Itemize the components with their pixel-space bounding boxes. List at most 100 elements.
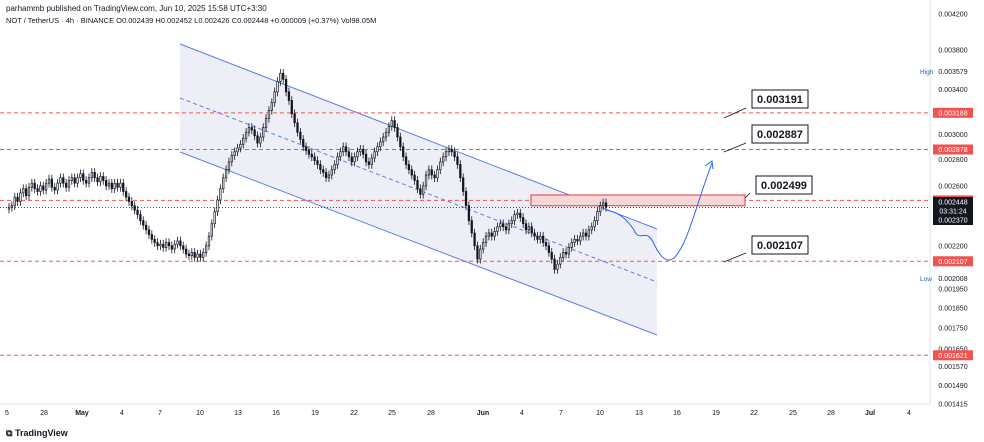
candle bbox=[590, 222, 593, 235]
candle bbox=[382, 132, 385, 147]
candle-body bbox=[393, 120, 396, 128]
candle bbox=[522, 213, 525, 229]
candle-body bbox=[344, 146, 348, 153]
tradingview-brand: TradingView bbox=[14, 428, 68, 438]
candle-body bbox=[36, 188, 39, 192]
candle-body bbox=[404, 156, 408, 165]
candle-body bbox=[584, 232, 588, 237]
candle-body bbox=[224, 169, 228, 179]
x-tick-label: 25 bbox=[789, 410, 797, 417]
candle bbox=[444, 147, 448, 162]
candle-body bbox=[353, 156, 356, 163]
candle-body bbox=[247, 127, 251, 133]
tradingview-logo[interactable]: ⧉ TradingView bbox=[6, 428, 68, 439]
candle bbox=[210, 219, 213, 241]
candle bbox=[159, 239, 162, 251]
candle-body bbox=[436, 169, 439, 179]
candle-body bbox=[502, 223, 505, 228]
candle bbox=[44, 178, 48, 195]
callout-box bbox=[751, 124, 809, 144]
candle bbox=[190, 248, 193, 261]
candle-body bbox=[193, 252, 196, 258]
candle bbox=[22, 184, 25, 198]
candle-body bbox=[284, 79, 288, 93]
candle bbox=[50, 174, 53, 192]
candle-body bbox=[370, 157, 373, 165]
candle-body bbox=[256, 135, 259, 144]
candle-body bbox=[73, 177, 76, 184]
candle bbox=[224, 165, 228, 183]
candle-body bbox=[53, 186, 56, 191]
candle bbox=[544, 238, 548, 251]
candle-body bbox=[544, 242, 548, 247]
candle bbox=[16, 192, 19, 206]
candle-body bbox=[93, 172, 96, 179]
candle-body bbox=[396, 127, 399, 138]
candle-body bbox=[267, 110, 271, 119]
candle-body bbox=[433, 174, 436, 179]
projection-arrowhead bbox=[704, 160, 714, 170]
candle-body bbox=[424, 174, 428, 187]
price-badge bbox=[933, 107, 973, 118]
candle-body bbox=[350, 156, 353, 163]
candle-body bbox=[593, 220, 596, 228]
candle bbox=[153, 235, 156, 247]
x-tick-label: 4 bbox=[520, 410, 524, 417]
candle-body bbox=[13, 196, 16, 207]
candle bbox=[230, 151, 233, 167]
candle-body bbox=[419, 188, 422, 195]
candle bbox=[102, 172, 105, 185]
candle bbox=[176, 236, 179, 249]
candle bbox=[70, 173, 73, 185]
x-tick-label: 22 bbox=[750, 410, 758, 417]
candle bbox=[90, 168, 93, 183]
candle bbox=[367, 157, 371, 169]
candle-body bbox=[376, 146, 379, 153]
candle-body bbox=[242, 137, 245, 145]
candle-body bbox=[324, 172, 328, 179]
candle-body bbox=[204, 245, 208, 253]
candle bbox=[396, 123, 399, 142]
candle bbox=[296, 118, 299, 137]
candle bbox=[519, 208, 522, 222]
candle bbox=[202, 248, 205, 262]
candle-body bbox=[522, 217, 525, 225]
candle-body bbox=[464, 191, 468, 207]
candle-body bbox=[250, 127, 253, 131]
candle bbox=[510, 216, 513, 229]
candle-body bbox=[76, 177, 79, 184]
candle bbox=[556, 259, 559, 274]
candle bbox=[282, 68, 285, 84]
candle bbox=[487, 228, 491, 241]
candle-body bbox=[493, 231, 496, 237]
candle-body bbox=[602, 202, 605, 207]
candle bbox=[462, 173, 465, 196]
candle bbox=[424, 170, 428, 191]
y-tick-label: 0.001415 bbox=[938, 402, 967, 409]
candle-body bbox=[559, 257, 562, 265]
candle-body bbox=[564, 252, 568, 255]
candle bbox=[410, 165, 413, 180]
candle-body bbox=[176, 240, 179, 245]
publish-caption: parhammb published on TradingView.com, J… bbox=[6, 4, 267, 13]
candle-body bbox=[427, 169, 431, 176]
y-tick-label: 0.001750 bbox=[938, 325, 967, 332]
candle bbox=[204, 241, 208, 257]
callout-label: 0.002499 bbox=[761, 180, 807, 192]
candle bbox=[256, 131, 259, 148]
candle bbox=[76, 173, 79, 188]
candle-body bbox=[313, 156, 316, 161]
candle bbox=[227, 157, 231, 175]
candle-body bbox=[190, 252, 193, 257]
candle-body bbox=[547, 245, 551, 253]
candle bbox=[587, 225, 590, 241]
candle-body bbox=[287, 91, 291, 101]
candle bbox=[162, 239, 165, 252]
projection-path bbox=[605, 162, 713, 261]
candle bbox=[142, 216, 145, 230]
candle-body bbox=[319, 164, 322, 171]
candle bbox=[553, 254, 556, 274]
candle-body bbox=[27, 186, 31, 197]
x-tick-label: 16 bbox=[673, 410, 681, 417]
